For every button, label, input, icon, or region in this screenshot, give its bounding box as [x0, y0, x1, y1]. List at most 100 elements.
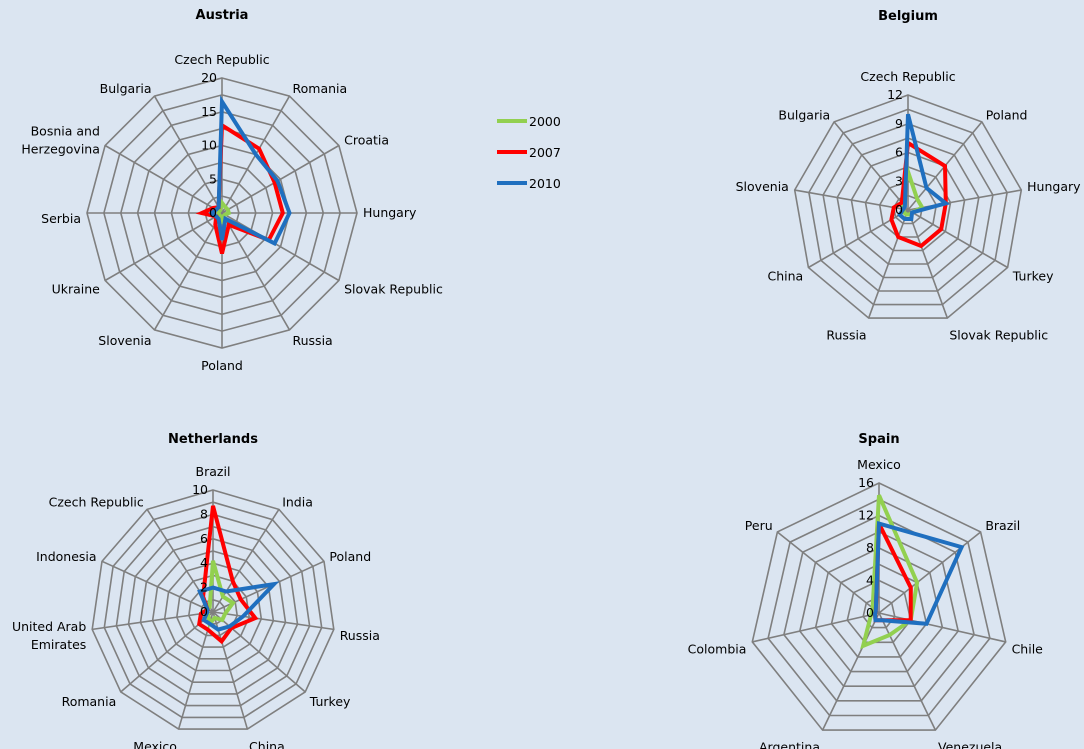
- grid-ring: [793, 94, 1023, 319]
- category-label: Ukraine: [52, 282, 101, 297]
- legend: 2000 2007 2010: [497, 114, 561, 191]
- axis-spoke: [878, 612, 937, 731]
- category-label: Russia: [293, 333, 333, 348]
- radar-chart-belgium: Belgium 0 3 6 9 12 Czech Republic Poland Hungary…: [736, 9, 1082, 343]
- tick-label: 0: [895, 202, 903, 217]
- grid-ring: [850, 151, 966, 265]
- grid-ring: [139, 537, 287, 684]
- category-label: United Arab Emirates: [12, 619, 86, 652]
- grid-ring: [864, 166, 952, 252]
- series-2000: [860, 494, 920, 650]
- axis-spoke: [833, 121, 909, 211]
- category-label: Romania: [62, 694, 117, 709]
- category-label: Slovak Republic: [949, 328, 1048, 343]
- axis-spoke: [153, 95, 223, 214]
- tick-label: 0: [200, 604, 208, 619]
- axis-spoke: [101, 560, 214, 613]
- axis-spoke: [821, 612, 880, 731]
- grid-ring: [862, 595, 896, 629]
- axis-spoke: [776, 531, 880, 614]
- category-label: Poland: [986, 107, 1028, 122]
- category-label: Poland: [329, 549, 371, 564]
- chart-title: Netherlands: [168, 432, 258, 447]
- axis-spoke: [794, 189, 909, 211]
- radar-chart-netherlands: Netherlands 0 2 4 6 8 10 Brazil India Poland Russi…: [12, 432, 380, 749]
- tick-label: 0: [866, 605, 874, 620]
- category-label: Mexico: [857, 457, 901, 472]
- grid-ring: [151, 550, 275, 672]
- grid-ring: [836, 137, 980, 279]
- axis-spoke: [907, 209, 949, 319]
- category-label: India: [282, 494, 313, 509]
- series-2000: [216, 198, 232, 225]
- tick-label: 16: [858, 475, 874, 490]
- axis-spoke: [878, 531, 982, 614]
- tick-label: 3: [895, 173, 903, 188]
- grid-ring: [91, 489, 335, 730]
- tick-label: 5: [209, 171, 217, 186]
- tick-label: 4: [200, 555, 208, 570]
- legend-label: 2010: [529, 176, 561, 191]
- category-label: Poland: [201, 358, 243, 373]
- grid-ring: [175, 574, 251, 648]
- category-label: Slovenia: [736, 179, 789, 194]
- category-label: Hungary: [363, 205, 417, 220]
- category-label: Mexico: [133, 739, 177, 749]
- category-label: Russia: [826, 328, 866, 343]
- category-label: Turkey: [1012, 269, 1054, 284]
- series-2007: [889, 139, 948, 249]
- category-label: Croatia: [344, 133, 389, 148]
- grid-rings: [86, 77, 358, 349]
- series-2010: [208, 95, 292, 247]
- category-label: Serbia: [41, 211, 81, 226]
- tick-label: 12: [858, 508, 874, 523]
- legend-label: 2000: [529, 114, 561, 129]
- category-label: Russia: [340, 628, 380, 643]
- category-label: Venezuela: [938, 740, 1002, 749]
- category-label: Czech Republic: [49, 494, 144, 509]
- tick-label: 10: [192, 482, 208, 497]
- axis-spoke: [104, 212, 223, 282]
- tick-label: 2: [200, 580, 208, 595]
- axis-spoke: [92, 611, 214, 631]
- category-label: Indonesia: [36, 549, 96, 564]
- axis-spoke: [878, 612, 1006, 643]
- series-2010: [197, 581, 280, 632]
- tick-label: 6: [200, 531, 208, 546]
- axis-spoke: [221, 212, 340, 282]
- grid-ring: [115, 513, 311, 707]
- grid-rings: [793, 94, 1023, 319]
- radar-chart-spain: Spain 0 4 8 12 16 Mexico Brazil Chile Venezuela Ar…: [688, 432, 1044, 749]
- chart-title: Austria: [196, 8, 249, 23]
- series-2010: [872, 520, 965, 626]
- tick-label: 9: [895, 116, 903, 131]
- axis-spoke: [104, 144, 223, 214]
- category-label: Hungary: [1027, 179, 1081, 194]
- series-2000: [899, 163, 926, 217]
- category-label: Bulgaria: [100, 81, 152, 96]
- grid-rings: [751, 482, 1007, 731]
- grid-rings: [91, 489, 335, 730]
- axis-spoke: [752, 612, 880, 643]
- category-label: Brazil: [196, 464, 231, 479]
- axis-spoke: [221, 212, 291, 331]
- legend-label: 2007: [529, 145, 561, 160]
- category-label: Turkey: [309, 694, 351, 709]
- tick-label: 12: [887, 87, 903, 102]
- category-label: Czech Republic: [174, 52, 269, 67]
- grid-ring: [767, 498, 991, 717]
- category-label: China: [767, 269, 803, 284]
- category-label: Slovak Republic: [344, 282, 443, 297]
- axis-spoke: [221, 144, 340, 214]
- grid-ring: [798, 530, 960, 688]
- axis-spoke: [907, 209, 1008, 269]
- category-label: Slovenia: [98, 333, 151, 348]
- grid-ring: [814, 547, 944, 673]
- category-label: China: [249, 739, 285, 749]
- tick-label: 8: [200, 506, 208, 521]
- axis-spoke: [153, 212, 223, 331]
- grid-ring: [103, 501, 323, 719]
- tick-label: 20: [201, 70, 217, 85]
- category-label: Czech Republic: [860, 69, 955, 84]
